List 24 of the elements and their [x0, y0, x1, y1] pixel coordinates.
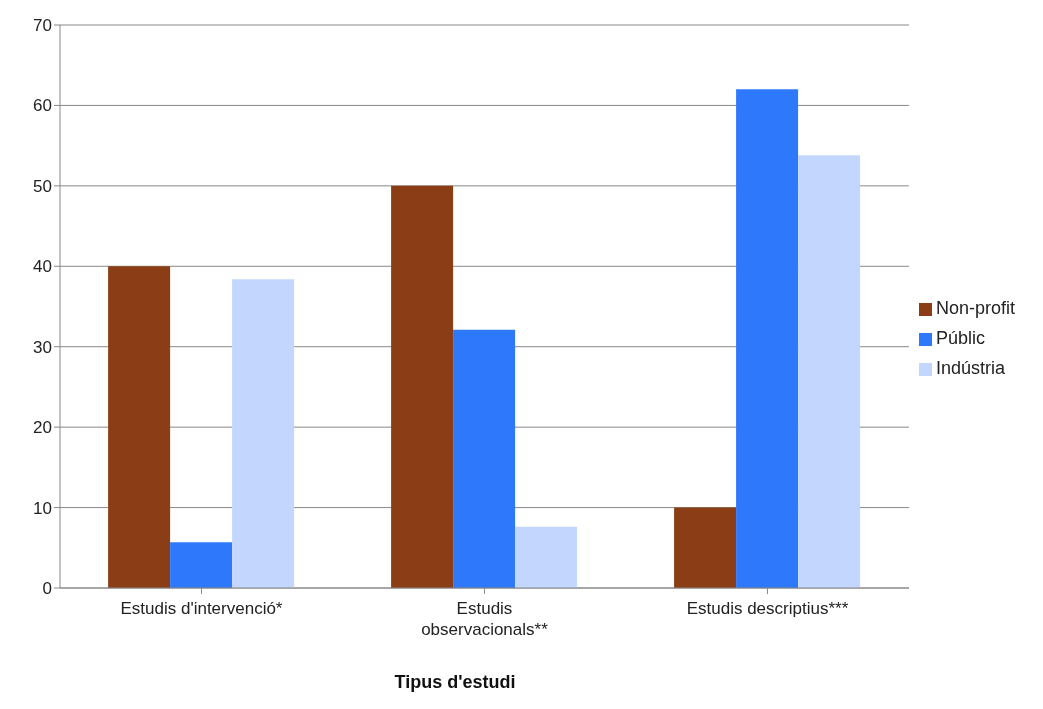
y-tick-label: 0 [42, 579, 52, 599]
y-tick-label: 10 [33, 498, 52, 518]
x-tick-label: Estudis descriptius*** [686, 599, 849, 618]
x-tick-label: Estudis d'intervenció* [120, 599, 283, 618]
y-tick-label: 70 [33, 16, 52, 36]
legend-label: Públic [935, 328, 985, 348]
bar [736, 89, 799, 588]
y-tick-label: 30 [33, 337, 52, 357]
legend-label: Indústria [935, 358, 1006, 378]
bar [798, 155, 861, 588]
y-tick-label: 50 [33, 176, 52, 196]
x-axis-title: Tipus d'estudi [393, 672, 517, 693]
bar [170, 542, 233, 588]
legend-label: Non-profit [935, 298, 1015, 318]
y-tick-label: 20 [33, 418, 52, 438]
bar [108, 266, 171, 588]
bar [232, 279, 295, 588]
bar [515, 526, 578, 588]
bar [453, 329, 516, 588]
bar [674, 507, 737, 588]
y-tick-label: 40 [33, 257, 52, 277]
bar [391, 185, 454, 588]
x-tick-label: Estudis observacionals** [421, 599, 549, 639]
y-tick-label: 60 [33, 96, 52, 116]
